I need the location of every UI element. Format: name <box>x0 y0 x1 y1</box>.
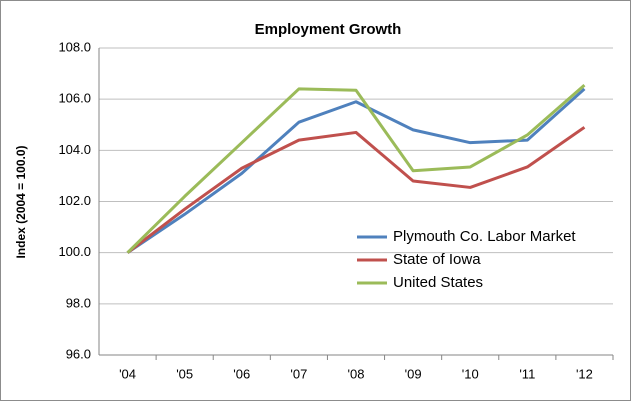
x-tick-label: '05 <box>176 366 193 381</box>
x-tick-label: '10 <box>462 366 479 381</box>
chart-title: Employment Growth <box>255 21 402 38</box>
y-tick-label: 96.0 <box>66 346 91 361</box>
x-tick-label: '08 <box>348 366 365 381</box>
legend-label: United States <box>393 274 483 291</box>
series-line <box>126 126 586 254</box>
y-tick-label: 104.0 <box>58 142 91 157</box>
legend-label: State of Iowa <box>393 251 481 268</box>
y-tick-label: 98.0 <box>66 295 91 310</box>
y-tick-label: 100.0 <box>58 244 91 259</box>
series-line <box>126 83 586 254</box>
x-tick-label: '12 <box>576 366 593 381</box>
x-tick-label: '11 <box>519 366 535 381</box>
series-line <box>126 87 586 254</box>
x-tick-label: '07 <box>290 366 307 381</box>
y-tick-label: 108.0 <box>58 39 91 54</box>
y-axis-label: Index (2004 = 100.0) <box>14 145 28 258</box>
x-tick-label: '09 <box>405 366 422 381</box>
x-tick-label: '06 <box>233 366 250 381</box>
legend-label: Plymouth Co. Labor Market <box>393 228 576 245</box>
y-tick-label: 102.0 <box>58 193 91 208</box>
x-tick-label: '04 <box>119 366 136 381</box>
y-tick-label: 106.0 <box>58 91 91 106</box>
